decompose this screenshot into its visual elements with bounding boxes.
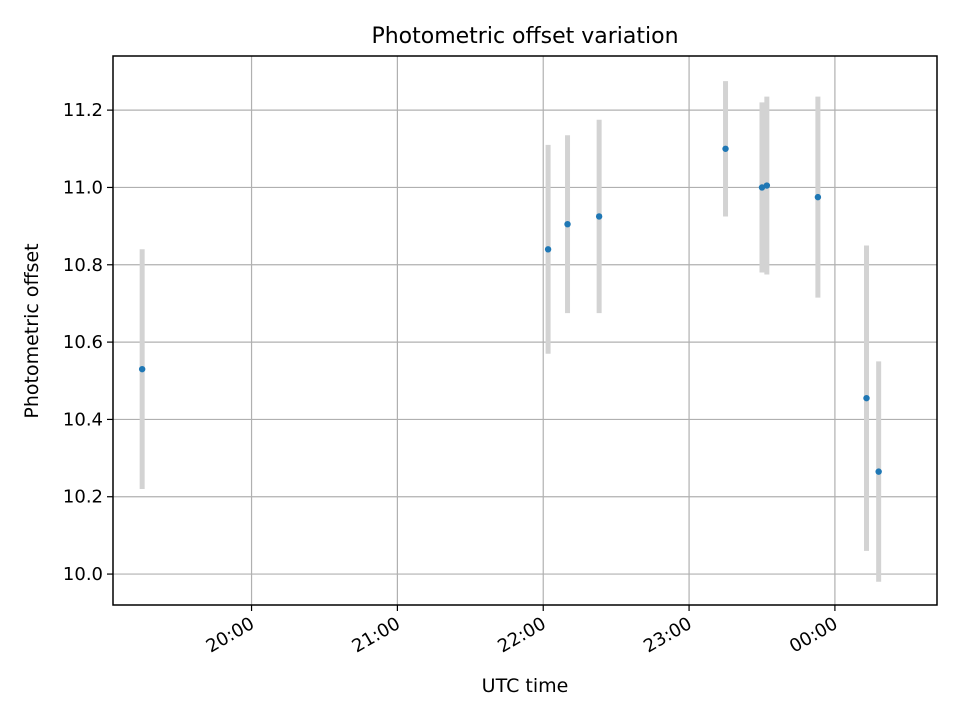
chart-title: Photometric offset variation (371, 24, 678, 49)
data-point (875, 468, 882, 475)
y-tick-label: 10.8 (63, 255, 103, 276)
errorbar-layer (139, 81, 882, 582)
data-point (863, 394, 870, 402)
data-point (758, 184, 766, 191)
y-axis-label: Photometric offset (21, 243, 43, 418)
y-tick-layer: 10.0 10.2 10.4 10.6 10.8 11.0 11.2 (63, 100, 113, 585)
data-point (564, 220, 571, 228)
x-tick-label: 22:00 (494, 613, 549, 657)
data-point (722, 145, 729, 152)
y-tick-label: 10.6 (63, 332, 103, 353)
data-point (595, 213, 603, 220)
x-tick-label: 21:00 (348, 613, 403, 657)
point-layer (138, 145, 882, 475)
data-point (814, 193, 822, 201)
plot-frame (112, 55, 938, 606)
y-tick-label: 10.4 (63, 409, 103, 430)
x-tick-label: 20:00 (203, 613, 258, 657)
y-tick-label: 11.2 (63, 100, 103, 121)
y-tick-label: 10.2 (63, 487, 103, 508)
x-tick-label: 23:00 (640, 613, 695, 657)
y-tick-label: 11.0 (63, 177, 103, 198)
x-tick-layer: 20:00 21:00 22:00 23:00 00:00 (203, 605, 841, 657)
grid-layer (113, 56, 937, 605)
y-tick-label: 10.0 (63, 564, 103, 585)
x-tick-label: 00:00 (786, 613, 841, 657)
data-point (138, 365, 146, 373)
x-axis-label: UTC time (482, 675, 569, 697)
data-point (763, 182, 771, 189)
data-point (544, 246, 552, 253)
